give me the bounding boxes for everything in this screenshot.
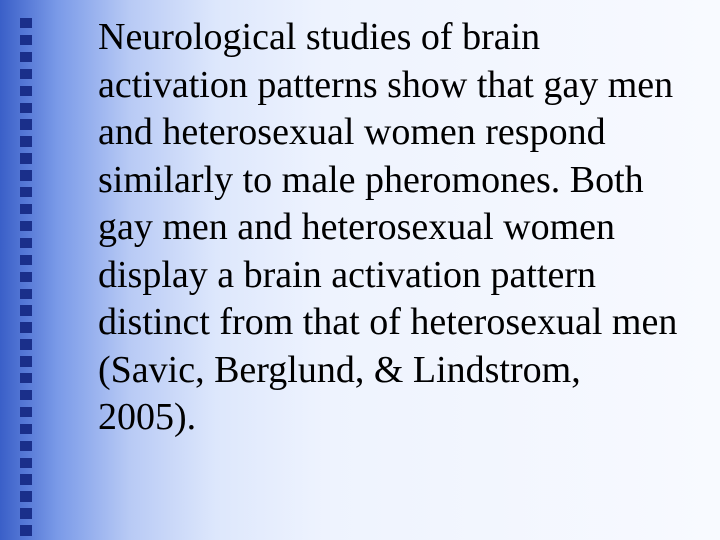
bullet-square	[20, 255, 32, 265]
bullet-square	[20, 187, 32, 197]
bullet-square	[20, 390, 32, 400]
bullet-square	[20, 305, 32, 315]
bullet-square	[20, 407, 32, 417]
slide-content: Neurological studies of brain activation…	[38, 0, 720, 540]
bullet-square	[20, 272, 32, 282]
bullet-square	[20, 221, 32, 231]
bullet-square	[20, 508, 32, 518]
bullet-square	[20, 441, 32, 451]
bullet-square	[20, 119, 32, 129]
body-text: Neurological studies of brain activation…	[98, 14, 680, 442]
bullet-square	[20, 525, 32, 535]
bullet-square	[20, 136, 32, 146]
bullet-square	[20, 491, 32, 501]
bullet-square	[20, 86, 32, 96]
bullet-square	[20, 424, 32, 434]
bullet-square	[20, 238, 32, 248]
presentation-slide: Neurological studies of brain activation…	[0, 0, 720, 540]
bullet-square	[20, 35, 32, 45]
bullet-square	[20, 204, 32, 214]
bullet-square	[20, 103, 32, 113]
bullet-decoration-column	[0, 0, 38, 540]
bullet-square	[20, 474, 32, 484]
bullet-square	[20, 339, 32, 349]
bullet-square	[20, 52, 32, 62]
bullet-square	[20, 356, 32, 366]
bullet-square	[20, 322, 32, 332]
bullet-square	[20, 69, 32, 79]
bullet-square	[20, 373, 32, 383]
bullet-square	[20, 458, 32, 468]
bullet-square	[20, 170, 32, 180]
bullet-square	[20, 153, 32, 163]
bullet-square	[20, 18, 32, 28]
bullet-square	[20, 289, 32, 299]
